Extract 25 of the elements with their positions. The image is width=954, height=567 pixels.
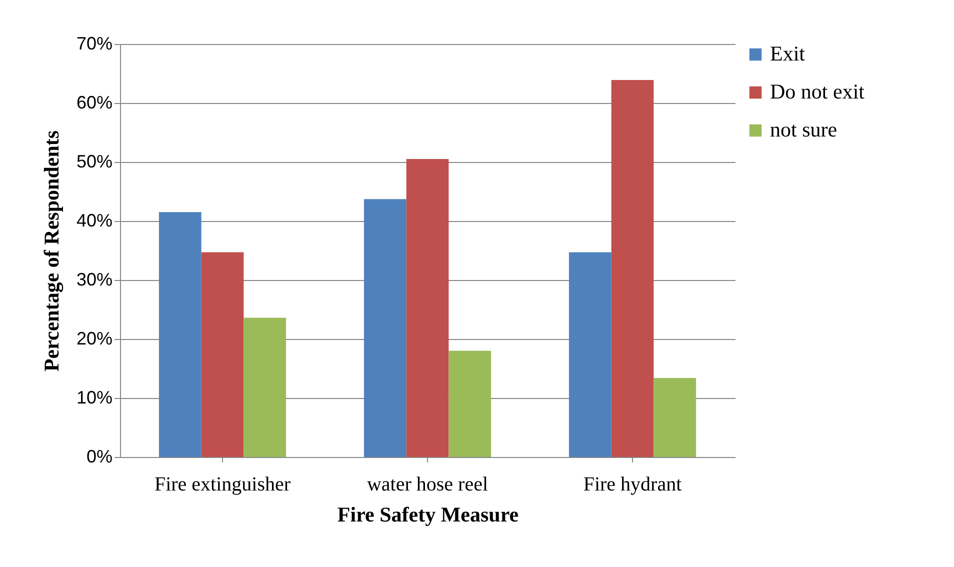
y-tick-label: 20% (76, 328, 112, 348)
x-tick-label: Fire hydrant (583, 474, 682, 496)
bar (201, 252, 244, 457)
bar (158, 212, 202, 457)
bar (568, 252, 612, 457)
bar (244, 318, 286, 457)
y-axis-title: Percentage of Respondents (39, 130, 64, 372)
y-tick-label: 60% (76, 92, 112, 112)
y-tick-label: 10% (76, 388, 112, 408)
bar (364, 199, 406, 457)
x-tick-label: Fire extinguisher (154, 474, 291, 496)
y-tick-label: 40% (76, 210, 112, 230)
y-tick-label: 50% (76, 152, 112, 172)
x-axis-title: Fire Safety Measure (337, 502, 519, 526)
legend-label: Exit (770, 42, 806, 66)
y-tick-label: 0% (86, 446, 112, 466)
bar (406, 159, 449, 457)
bar (448, 350, 492, 457)
bar (654, 378, 696, 457)
legend-label: Do not exit (770, 80, 865, 104)
legend-label: not sure (770, 118, 838, 142)
x-tick-label: water hose reel (366, 474, 488, 496)
y-tick-label: 30% (76, 270, 112, 290)
bar (611, 80, 654, 457)
y-tick-label: 70% (76, 34, 112, 54)
